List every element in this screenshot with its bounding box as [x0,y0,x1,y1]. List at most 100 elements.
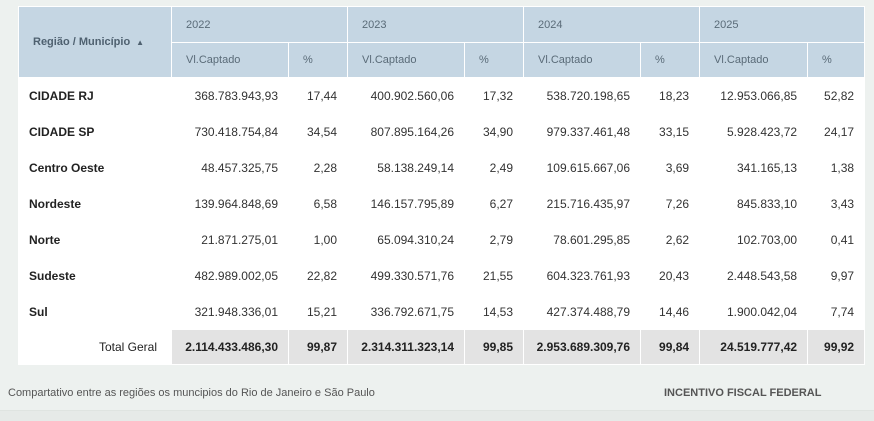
data-table-container: Região / Município ▲ 2022 2023 2024 2025 … [18,6,866,365]
percent-cell: 1,38 [807,149,866,186]
region-header-label: Região / Município [33,36,131,48]
region-cell: CIDADE RJ [18,77,172,114]
table-row[interactable]: CIDADE SP 730.418.754,84 34,54 807.895.164,… [18,113,866,150]
region-column-header[interactable]: Região / Município ▲ [18,6,172,78]
percent-cell: 33,15 [640,113,701,150]
percent-cell: 1,00 [287,221,349,258]
value-cell: 482.989.002,05 [171,257,289,294]
percent-cell: 6,58 [287,185,349,222]
percent-column-header[interactable]: % [287,42,349,78]
table-row[interactable]: CIDADE RJ 368.783.943,93 17,44 400.902.560,… [18,77,866,114]
percent-cell: 21,55 [464,257,525,294]
value-cell: 215.716.435,97 [523,185,642,222]
value-cell: 5.928.423,72 [699,113,809,150]
percent-cell: 7,26 [640,185,701,222]
percent-cell: 34,90 [464,113,525,150]
value-cell: 807.895.164,26 [347,113,466,150]
footer-brand: INCENTIVO FISCAL FEDERAL [664,387,822,399]
region-cell: CIDADE SP [18,113,172,150]
total-percent-cell: 99,92 [807,329,866,365]
total-row: Total Geral 2.114.433.486,30 99,87 2.314.31… [18,329,866,365]
percent-cell: 15,21 [287,293,349,330]
value-cell: 341.165,13 [699,149,809,186]
percent-cell: 14,46 [640,293,701,330]
percent-cell: 34,54 [287,113,349,150]
percent-cell: 9,97 [807,257,866,294]
table-row[interactable]: Nordeste 139.964.848,69 6,58 146.157.795,89… [18,185,866,222]
value-cell: 21.871.275,01 [171,221,289,258]
percent-cell: 22,82 [287,257,349,294]
value-cell: 730.418.754,84 [171,113,289,150]
year-header: 2024 [523,6,701,43]
percent-cell: 6,27 [464,185,525,222]
year-header: 2022 [170,6,349,43]
percent-cell: 2,28 [287,149,349,186]
value-cell: 48.457.325,75 [171,149,289,186]
value-cell: 979.337.461,48 [523,113,642,150]
value-cell: 427.374.488,79 [523,293,642,330]
total-value-cell: 2.953.689.309,76 [523,329,642,365]
percent-cell: 2,62 [640,221,701,258]
value-cell: 109.615.667,06 [523,149,642,186]
value-cell: 538.720.198,65 [523,77,642,114]
value-cell: 65.094.310,24 [347,221,466,258]
percent-cell: 3,69 [640,149,701,186]
percent-cell: 2,79 [464,221,525,258]
percent-cell: 18,23 [640,77,701,114]
value-cell: 604.323.761,93 [523,257,642,294]
value-cell: 102.703,00 [699,221,809,258]
percent-cell: 17,44 [287,77,349,114]
value-cell: 368.783.943,93 [171,77,289,114]
region-cell: Nordeste [18,185,172,222]
percent-cell: 3,43 [807,185,866,222]
region-cell: Sul [18,293,172,330]
value-cell: 78.601.295,85 [523,221,642,258]
bottom-strip [0,410,874,421]
table-row[interactable]: Sul 321.948.336,01 15,21 336.792.671,75 14,5… [18,293,866,330]
total-value-cell: 24.519.777,42 [699,329,809,365]
value-cell: 139.964.848,69 [171,185,289,222]
value-cell: 845.833,10 [699,185,809,222]
year-header: 2025 [699,6,866,43]
percent-column-header[interactable]: % [464,42,525,78]
value-cell: 58.138.249,14 [347,149,466,186]
percent-cell: 7,74 [807,293,866,330]
value-column-header[interactable]: Vl.Captado [523,42,642,78]
value-cell: 12.953.066,85 [699,77,809,114]
value-cell: 336.792.671,75 [347,293,466,330]
value-column-header[interactable]: Vl.Captado [699,42,809,78]
percent-cell: 24,17 [807,113,866,150]
value-column-header[interactable]: Vl.Captado [171,42,289,78]
total-value-cell: 2.114.433.486,30 [171,329,289,365]
year-header: 2023 [347,6,525,43]
region-cell: Sudeste [18,257,172,294]
value-cell: 499.330.571,76 [347,257,466,294]
region-cell: Centro Oeste [18,149,172,186]
total-value-cell: 2.314.311.323,14 [347,329,466,365]
percent-cell: 0,41 [807,221,866,258]
table-row[interactable]: Norte 21.871.275,01 1,00 65.094.310,24 2,79 7… [18,221,866,258]
table-row[interactable]: Sudeste 482.989.002,05 22,82 499.330.571,76… [18,257,866,294]
percent-cell: 2,49 [464,149,525,186]
percent-cell: 20,43 [640,257,701,294]
total-percent-cell: 99,84 [640,329,701,365]
total-percent-cell: 99,85 [464,329,525,365]
percent-column-header[interactable]: % [807,42,866,78]
value-column-header[interactable]: Vl.Captado [347,42,466,78]
sort-ascending-icon: ▲ [136,38,145,47]
data-table: Região / Município ▲ 2022 2023 2024 2025 … [18,6,866,365]
value-cell: 1.900.042,04 [699,293,809,330]
table-row[interactable]: Centro Oeste 48.457.325,75 2,28 58.138.249,… [18,149,866,186]
value-cell: 321.948.336,01 [171,293,289,330]
total-label: Total Geral [18,329,172,365]
value-cell: 400.902.560,06 [347,77,466,114]
percent-cell: 52,82 [807,77,866,114]
value-cell: 146.157.795,89 [347,185,466,222]
table-body: CIDADE RJ 368.783.943,93 17,44 400.902.560,… [18,77,866,365]
percent-cell: 14,53 [464,293,525,330]
percent-cell: 17,32 [464,77,525,114]
percent-column-header[interactable]: % [640,42,701,78]
total-percent-cell: 99,87 [287,329,349,365]
region-cell: Norte [18,221,172,258]
value-cell: 2.448.543,58 [699,257,809,294]
